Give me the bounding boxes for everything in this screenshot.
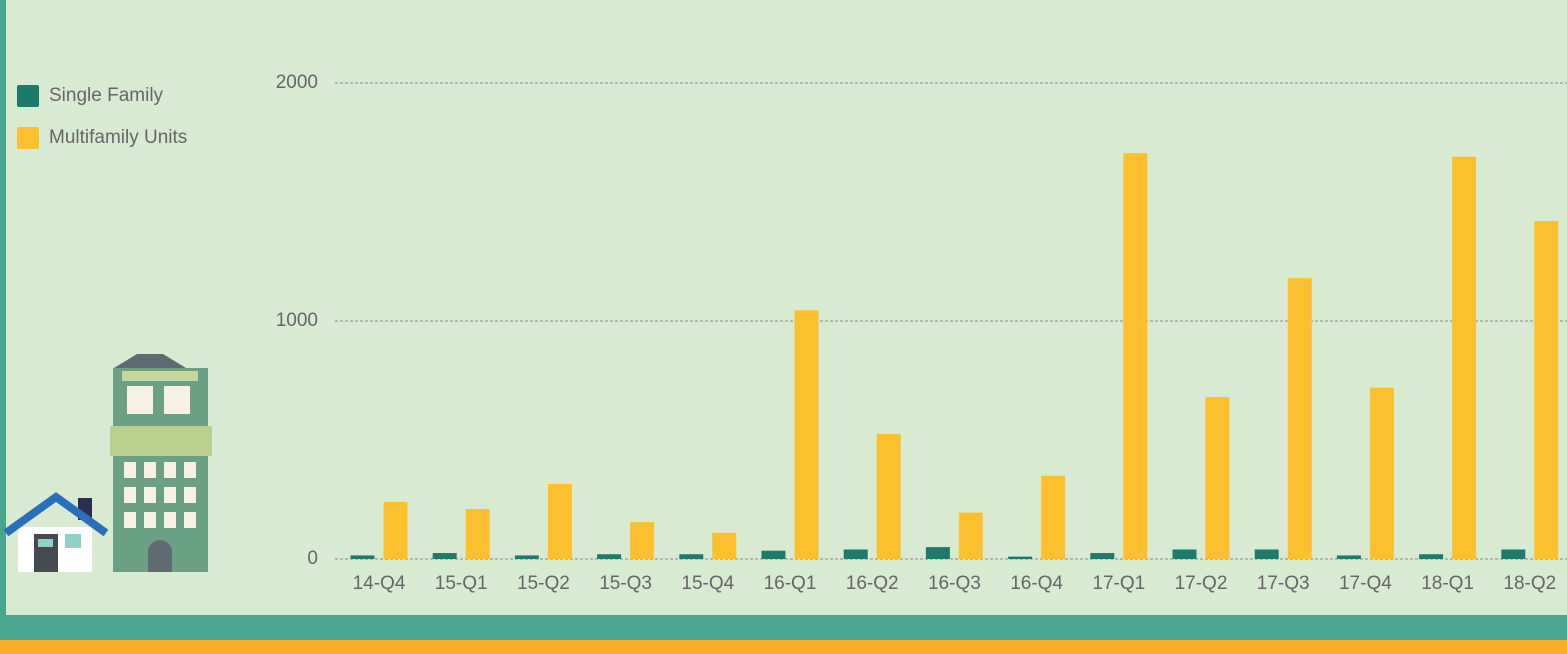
x-tick-label: 16-Q4 bbox=[1010, 573, 1063, 594]
x-tick-label: 15-Q1 bbox=[435, 573, 488, 594]
x-tick-label: 14-Q4 bbox=[353, 573, 406, 594]
footer-band bbox=[0, 615, 1567, 640]
y-tick-label: 2000 bbox=[276, 72, 318, 93]
bar bbox=[1370, 388, 1394, 559]
bar bbox=[762, 551, 786, 559]
legend-swatch bbox=[17, 85, 39, 107]
y-tick-label: 0 bbox=[307, 548, 318, 569]
footer-stripe bbox=[0, 640, 1567, 654]
left-border bbox=[0, 0, 6, 615]
bar bbox=[597, 554, 621, 559]
bar bbox=[515, 555, 539, 559]
bar bbox=[1452, 157, 1476, 559]
bar bbox=[1123, 153, 1147, 559]
x-tick-label: 15-Q4 bbox=[681, 573, 734, 594]
page: {"chart_data": {"type": "bar", "categori… bbox=[0, 0, 1567, 654]
bar bbox=[433, 553, 457, 559]
bar bbox=[679, 554, 703, 559]
bar bbox=[1008, 557, 1032, 559]
bar bbox=[548, 484, 572, 559]
chart: 0 1000 2000 14-Q4 15-Q1 15-Q2 15-Q3 15-Q4 16-Q1 1… bbox=[0, 0, 1567, 654]
bar bbox=[1255, 549, 1279, 559]
bar bbox=[384, 502, 408, 559]
bar bbox=[466, 509, 490, 559]
bar bbox=[1501, 549, 1525, 559]
x-tick-label: 15-Q2 bbox=[517, 573, 570, 594]
bar bbox=[844, 549, 868, 559]
x-tick-label: 16-Q1 bbox=[764, 573, 817, 594]
bar bbox=[926, 547, 950, 559]
bar bbox=[351, 555, 375, 559]
bar bbox=[959, 513, 983, 559]
x-tick-label: 16-Q3 bbox=[928, 573, 981, 594]
x-tick-label: 16-Q2 bbox=[846, 573, 899, 594]
x-tick-label: 15-Q3 bbox=[599, 573, 652, 594]
x-tick-label: 17-Q3 bbox=[1257, 573, 1310, 594]
x-tick-label: 17-Q2 bbox=[1175, 573, 1228, 594]
x-tick-label: 17-Q4 bbox=[1339, 573, 1392, 594]
x-tick-label: 18-Q1 bbox=[1421, 573, 1474, 594]
bar bbox=[795, 310, 819, 559]
bar bbox=[1041, 476, 1065, 559]
legend-swatch bbox=[17, 127, 39, 149]
bar bbox=[877, 434, 901, 559]
bar bbox=[712, 533, 736, 559]
bar bbox=[630, 522, 654, 559]
x-tick-label: 18-Q2 bbox=[1503, 573, 1556, 594]
bar bbox=[1090, 553, 1114, 559]
bar bbox=[1288, 278, 1312, 559]
bar bbox=[1206, 397, 1230, 559]
bar bbox=[1337, 555, 1361, 559]
bar bbox=[1534, 221, 1558, 559]
bar bbox=[1173, 549, 1197, 559]
bar bbox=[1419, 554, 1443, 559]
legend-label: Multifamily Units bbox=[49, 127, 187, 148]
y-tick-label: 1000 bbox=[276, 310, 318, 331]
legend-label: Single Family bbox=[49, 85, 164, 106]
x-tick-label: 17-Q1 bbox=[1092, 573, 1145, 594]
